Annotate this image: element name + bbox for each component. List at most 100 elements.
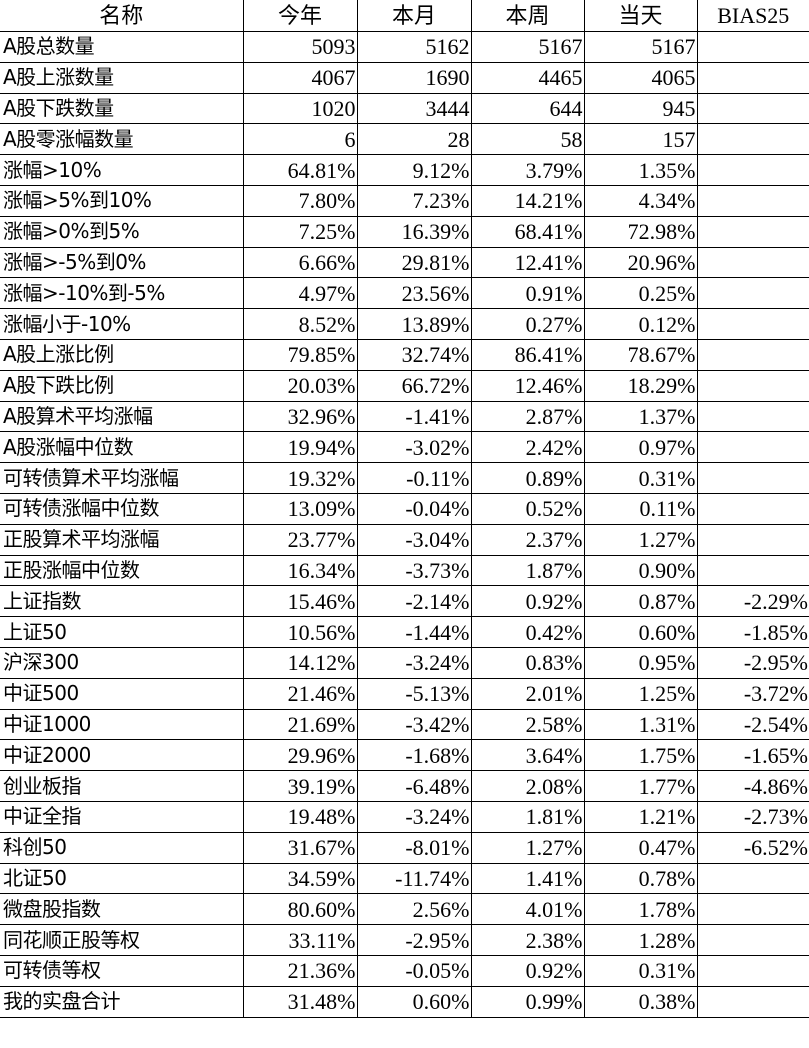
- cell-bias25[interactable]: [696, 246, 809, 279]
- cell-bias25[interactable]: [696, 123, 809, 156]
- cell-this-week[interactable]: 1.87%: [470, 554, 585, 587]
- cell-name[interactable]: 涨幅>-10%到-5%: [0, 277, 244, 310]
- cell-bias25[interactable]: -4.86%: [696, 770, 809, 802]
- cell-this-week[interactable]: 4465: [470, 61, 585, 94]
- cell-this-week[interactable]: 2.42%: [470, 431, 585, 464]
- cell-this-year[interactable]: 19.94%: [242, 431, 358, 464]
- cell-this-month[interactable]: -0.05%: [356, 954, 472, 987]
- cell-this-week[interactable]: 1.81%: [470, 800, 585, 833]
- cell-today[interactable]: 1.37%: [583, 400, 698, 433]
- cell-this-year[interactable]: 14.12%: [242, 646, 358, 679]
- cell-bias25[interactable]: [696, 277, 809, 310]
- cell-this-month[interactable]: 0.60%: [356, 985, 472, 1018]
- cell-bias25[interactable]: [696, 338, 809, 371]
- cell-this-month[interactable]: 16.39%: [356, 215, 472, 248]
- cell-this-year[interactable]: 33.11%: [242, 924, 358, 956]
- header-today[interactable]: 当天: [583, 0, 698, 32]
- cell-this-week[interactable]: 0.52%: [470, 492, 585, 525]
- cell-name[interactable]: A股上涨数量: [0, 61, 244, 94]
- cell-name[interactable]: 中证1000: [0, 708, 244, 741]
- cell-today[interactable]: 0.31%: [583, 462, 698, 494]
- cell-bias25[interactable]: -2.29%: [696, 585, 809, 618]
- cell-today[interactable]: 0.25%: [583, 277, 698, 310]
- cell-bias25[interactable]: [696, 954, 809, 987]
- cell-this-month[interactable]: 9.12%: [356, 154, 472, 186]
- cell-this-week[interactable]: 2.37%: [470, 523, 585, 556]
- cell-name[interactable]: A股总数量: [0, 31, 244, 63]
- cell-bias25[interactable]: [696, 924, 809, 956]
- cell-today[interactable]: 72.98%: [583, 215, 698, 248]
- cell-this-year[interactable]: 21.36%: [242, 954, 358, 987]
- cell-today[interactable]: 157: [583, 123, 698, 156]
- cell-name[interactable]: 可转债等权: [0, 954, 244, 987]
- cell-bias25[interactable]: [696, 400, 809, 433]
- cell-bias25[interactable]: [696, 431, 809, 464]
- cell-this-week[interactable]: 0.99%: [470, 985, 585, 1018]
- cell-this-week[interactable]: 12.41%: [470, 246, 585, 279]
- cell-this-month[interactable]: 1690: [356, 61, 472, 94]
- cell-name[interactable]: 涨幅>10%: [0, 154, 244, 186]
- cell-this-year[interactable]: 31.67%: [242, 831, 358, 864]
- cell-name[interactable]: A股下跌数量: [0, 92, 244, 125]
- cell-name[interactable]: 正股算术平均涨幅: [0, 523, 244, 556]
- cell-bias25[interactable]: -2.95%: [696, 646, 809, 679]
- cell-this-month[interactable]: -3.42%: [356, 708, 472, 741]
- cell-this-week[interactable]: 0.42%: [470, 616, 585, 648]
- cell-today[interactable]: 1.31%: [583, 708, 698, 741]
- cell-this-year[interactable]: 20.03%: [242, 369, 358, 402]
- cell-today[interactable]: 18.29%: [583, 369, 698, 402]
- cell-name[interactable]: 可转债涨幅中位数: [0, 492, 244, 525]
- cell-today[interactable]: 0.31%: [583, 954, 698, 987]
- cell-today[interactable]: 1.21%: [583, 800, 698, 833]
- cell-this-year[interactable]: 39.19%: [242, 770, 358, 802]
- cell-this-year[interactable]: 16.34%: [242, 554, 358, 587]
- cell-today[interactable]: 1.35%: [583, 154, 698, 186]
- cell-bias25[interactable]: -2.73%: [696, 800, 809, 833]
- cell-this-year[interactable]: 21.69%: [242, 708, 358, 741]
- cell-bias25[interactable]: [696, 554, 809, 587]
- cell-this-year[interactable]: 31.48%: [242, 985, 358, 1018]
- cell-bias25[interactable]: [696, 893, 809, 926]
- cell-this-month[interactable]: -6.48%: [356, 770, 472, 802]
- cell-this-week[interactable]: 0.91%: [470, 277, 585, 310]
- cell-this-week[interactable]: 3.64%: [470, 739, 585, 772]
- cell-this-month[interactable]: -3.04%: [356, 523, 472, 556]
- cell-this-month[interactable]: -3.73%: [356, 554, 472, 587]
- header-bias25[interactable]: BIAS25: [696, 0, 809, 32]
- cell-this-week[interactable]: 1.41%: [470, 862, 585, 895]
- cell-bias25[interactable]: [696, 492, 809, 525]
- cell-this-month[interactable]: -2.14%: [356, 585, 472, 618]
- cell-bias25[interactable]: [696, 523, 809, 556]
- cell-this-month[interactable]: -1.41%: [356, 400, 472, 433]
- cell-name[interactable]: 沪深300: [0, 646, 244, 679]
- cell-this-month[interactable]: 3444: [356, 92, 472, 125]
- cell-this-month[interactable]: -2.95%: [356, 924, 472, 956]
- header-this-week[interactable]: 本周: [470, 0, 585, 32]
- cell-name[interactable]: 中证2000: [0, 739, 244, 772]
- cell-this-month[interactable]: 23.56%: [356, 277, 472, 310]
- cell-this-year[interactable]: 10.56%: [242, 616, 358, 648]
- cell-name[interactable]: 正股涨幅中位数: [0, 554, 244, 587]
- cell-this-week[interactable]: 2.38%: [470, 924, 585, 956]
- cell-today[interactable]: 5167: [583, 31, 698, 63]
- cell-this-year[interactable]: 4.97%: [242, 277, 358, 310]
- cell-this-year[interactable]: 19.48%: [242, 800, 358, 833]
- cell-name[interactable]: 涨幅>0%到5%: [0, 215, 244, 248]
- cell-this-month[interactable]: -0.11%: [356, 462, 472, 494]
- cell-name[interactable]: A股算术平均涨幅: [0, 400, 244, 433]
- cell-name[interactable]: 中证500: [0, 677, 244, 710]
- cell-this-year[interactable]: 13.09%: [242, 492, 358, 525]
- cell-this-week[interactable]: 0.92%: [470, 585, 585, 618]
- cell-this-year[interactable]: 29.96%: [242, 739, 358, 772]
- cell-today[interactable]: 0.90%: [583, 554, 698, 587]
- cell-this-month[interactable]: 2.56%: [356, 893, 472, 926]
- cell-this-year[interactable]: 5093: [242, 31, 358, 63]
- cell-name[interactable]: 我的实盘合计: [0, 985, 244, 1018]
- cell-today[interactable]: 1.28%: [583, 924, 698, 956]
- cell-this-week[interactable]: 58: [470, 123, 585, 156]
- cell-this-week[interactable]: 644: [470, 92, 585, 125]
- cell-this-week[interactable]: 0.92%: [470, 954, 585, 987]
- cell-bias25[interactable]: -3.72%: [696, 677, 809, 710]
- cell-this-week[interactable]: 68.41%: [470, 215, 585, 248]
- cell-this-year[interactable]: 7.25%: [242, 215, 358, 248]
